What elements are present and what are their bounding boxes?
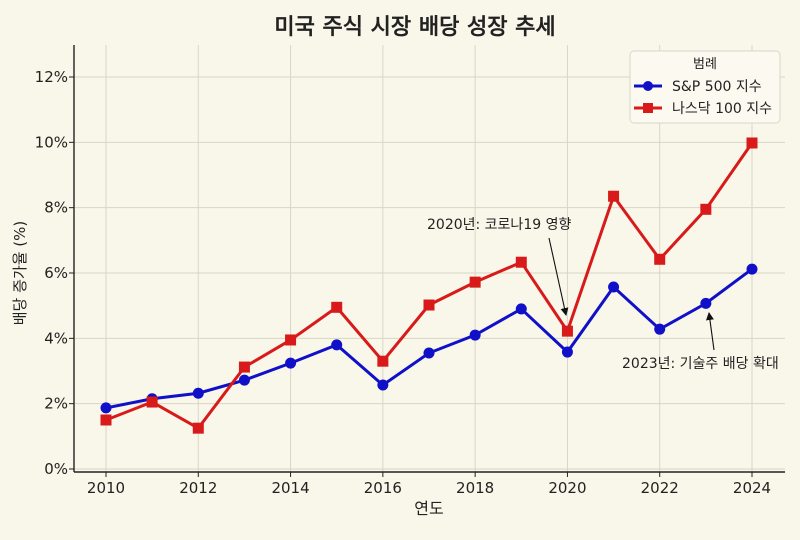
data-point-square — [146, 396, 158, 408]
data-point-square — [515, 256, 527, 268]
data-point-square — [423, 299, 435, 311]
y-axis-label: 배당 증가율 (%) — [11, 221, 29, 326]
x-tick-label: 2024 — [733, 479, 771, 497]
data-point-circle — [285, 357, 297, 369]
data-point-square — [654, 253, 666, 265]
annotation-arrow — [548, 237, 569, 316]
y-tick-label: 8% — [44, 199, 68, 217]
legend-marker-circle — [643, 81, 653, 91]
data-point-circle — [100, 402, 112, 414]
data-point-square — [746, 137, 758, 149]
data-point-circle — [746, 263, 758, 275]
data-point-square — [285, 334, 297, 346]
data-point-square — [469, 276, 481, 288]
x-tick-label: 2022 — [641, 479, 679, 497]
y-tick-label: 10% — [35, 133, 68, 151]
y-axis-ticks: 0% 2% 4% 6% 8% 10% 12% — [35, 68, 74, 478]
x-tick-label: 2018 — [456, 479, 494, 497]
data-series — [100, 137, 758, 434]
y-tick-label: 0% — [44, 460, 68, 478]
x-axis-ticks: 2010 2012 2014 2016 2018 2020 2022 2024 — [87, 472, 771, 497]
data-point-square — [561, 325, 573, 337]
data-point-square — [608, 190, 620, 202]
data-point-circle — [608, 281, 620, 293]
legend-title: 범례 — [693, 57, 717, 72]
annotations: 2020년: 코로나19 영향 2023년: 기술주 배당 확대 — [427, 217, 779, 372]
legend-item: 나스닥 100 지수 — [634, 101, 772, 117]
x-tick-label: 2020 — [548, 479, 586, 497]
x-tick-label: 2010 — [87, 479, 125, 497]
y-tick-label: 2% — [44, 395, 68, 413]
legend-label: 나스닥 100 지수 — [672, 101, 772, 117]
data-point-circle — [377, 379, 389, 391]
data-point-circle — [331, 339, 343, 351]
annotation-covid-label: 2020년: 코로나19 영향 — [427, 217, 571, 233]
data-point-circle — [561, 346, 573, 358]
data-point-circle — [423, 347, 435, 359]
x-tick-label: 2016 — [364, 479, 402, 497]
chart-title: 미국 주식 시장 배당 성장 추세 — [274, 15, 555, 40]
data-point-circle — [700, 297, 712, 309]
data-point-circle — [238, 374, 250, 386]
legend-item: S&P 500 지수 — [634, 79, 762, 95]
data-point-circle — [192, 387, 204, 399]
annotation-arrow — [705, 312, 715, 351]
x-tick-label: 2014 — [271, 479, 309, 497]
series-sp500 — [100, 263, 758, 414]
data-point-square — [700, 203, 712, 215]
data-point-circle — [654, 323, 666, 335]
x-axis-label: 연도 — [414, 499, 443, 518]
y-tick-label: 12% — [35, 68, 68, 86]
y-tick-label: 4% — [44, 329, 68, 347]
annotation-tech-label: 2023년: 기술주 배당 확대 — [622, 356, 779, 372]
axes — [73, 45, 785, 473]
y-tick-label: 6% — [44, 264, 68, 282]
data-point-circle — [469, 329, 481, 341]
data-point-square — [100, 414, 112, 426]
data-point-square — [377, 355, 389, 367]
legend-label: S&P 500 지수 — [672, 79, 762, 95]
legend-box — [629, 50, 781, 124]
legend-marker-square — [643, 103, 653, 113]
series-line — [105, 142, 754, 431]
data-point-square — [192, 422, 204, 434]
data-point-square — [331, 301, 343, 313]
data-point-square — [238, 361, 250, 373]
data-point-circle — [515, 303, 527, 315]
series-nasdaq100 — [100, 137, 758, 434]
x-tick-label: 2012 — [179, 479, 217, 497]
